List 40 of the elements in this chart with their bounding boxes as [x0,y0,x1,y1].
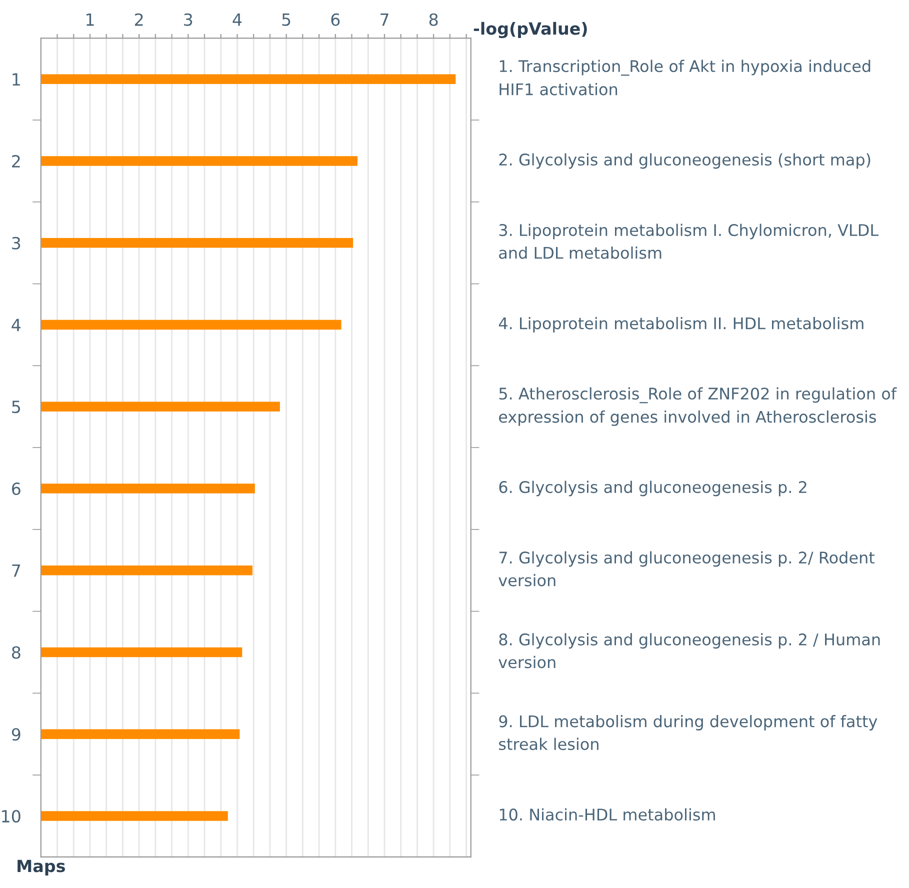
text: 7. Glycolysis and gluconeogenesis p. 2/ Rodent version [498,551,875,586]
bar [40,729,240,740]
bar [40,156,358,166]
bar [40,484,255,494]
x-tick-label: 5 [282,14,290,26]
y-axis-title: Maps [18,860,65,876]
x-tick-label: 4 [232,14,242,26]
y-tick-label: 1 [12,73,20,86]
bar [40,238,354,248]
text: 8. Glycolysis and gluconeogenesis p. 2 / Human version [498,633,880,668]
text: 4. Lipoprotein metabolism II. HDL metabolism [498,317,864,332]
y-tick-label: 6 [12,482,20,496]
bar [40,565,252,576]
text: 9. LDL metabolism during development of fatty streak lesion [499,715,878,750]
bar [40,320,342,330]
bar [40,811,228,821]
text: 3. Lipoprotein metabolism I. Chylomicron, VLDL and LDL metabolism [499,224,878,259]
x-tick-label: 7 [380,14,388,26]
x-tick-label: 2 [134,13,143,26]
x-axis-title: -log(pValue) [474,22,587,38]
text: 10. Niacin-HDL metabolism [500,808,715,821]
x-tick-label: 3 [184,13,192,26]
bar [40,402,280,412]
y-tick-label: 7 [12,564,20,577]
bar [40,647,242,658]
y-tick-label: 9 [12,728,20,741]
y-tick-label: 2 [12,154,20,168]
y-tick-label: 3 [12,236,20,250]
x-tick-label: 8 [429,13,438,26]
text: 5. Atherosclerosis_Role of ZNF202 in regulation of expression of genes involved in Atherosclerosis [499,387,897,426]
y-tick-label: 8 [12,646,20,659]
text: 2. Glycolysis and gluconeogenesis (short map) [499,153,870,169]
x-tick-label: 1 [86,14,94,26]
bar [40,74,456,84]
y-tick-label: 4 [12,318,21,332]
y-tick-label: 5 [12,400,20,414]
y-tick-label: 10 [2,810,20,823]
x-tick-label: 6 [331,13,340,26]
text: 6. Glycolysis and gluconeogenesis p. 2 [499,480,806,496]
text: 1. Transcription_Role of Akt in hypoxia induced HIF1 activation [500,60,870,96]
